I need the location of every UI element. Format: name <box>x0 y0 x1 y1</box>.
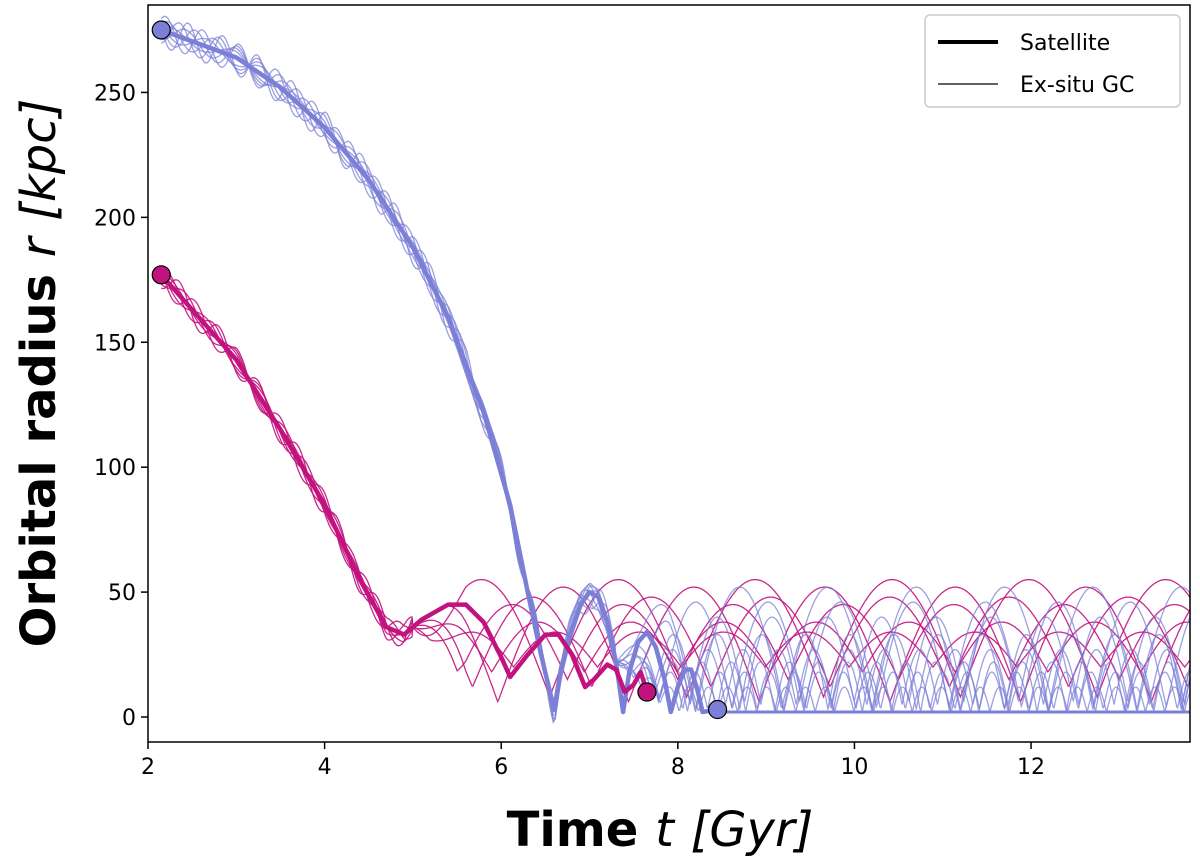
start-marker <box>151 265 171 285</box>
y-tick-label: 100 <box>94 456 136 481</box>
x-axis-title-symbol: t <box>655 802 676 858</box>
y-axis-title-symbol: r <box>11 234 67 257</box>
gc-orbit-line <box>160 271 1190 699</box>
legend-label-satellite: Satellite <box>1020 31 1110 56</box>
x-axis-title-unit: [Gyr] <box>691 802 814 858</box>
orbit-markers <box>151 20 728 720</box>
satellite-orbits <box>159 27 1190 715</box>
gc-orbit-line <box>160 15 1190 723</box>
gc-orbit-line <box>160 270 1190 669</box>
gc-orbit-line <box>161 267 1190 673</box>
x-tick-label: 8 <box>671 755 685 780</box>
x-tick-label: 10 <box>840 755 868 780</box>
y-tick-label: 250 <box>94 81 136 106</box>
y-tick-label: 200 <box>94 206 136 231</box>
gc-orbit-line <box>160 25 1190 716</box>
y-axis-title-word: Orbital radius <box>11 274 67 647</box>
gc-orbit-line <box>160 20 1190 713</box>
x-axis-title-word: Time <box>507 802 639 858</box>
y-axis-ticks: 0 50 100 150 200 250 <box>94 81 148 731</box>
y-tick-label: 50 <box>108 581 136 606</box>
y-tick-label: 150 <box>94 331 136 356</box>
end-marker <box>637 682 657 702</box>
end-marker <box>707 699 728 720</box>
gc-orbit-line <box>160 22 1190 725</box>
satellite-orbit-line <box>160 27 718 715</box>
y-axis-title: Orbital radius r [kpc] <box>11 99 67 648</box>
x-axis-title: Time t [Gyr] <box>507 802 814 858</box>
x-tick-label: 6 <box>494 755 508 780</box>
y-tick-label: 0 <box>122 706 136 731</box>
gc-orbit-line <box>160 25 1190 709</box>
plot-frame <box>147 4 1191 743</box>
x-tick-label: 2 <box>141 755 155 780</box>
legend-label-gc: Ex-situ GC <box>1020 73 1134 98</box>
x-tick-label: 4 <box>318 755 332 780</box>
y-axis-title-unit: [kpc] <box>11 99 67 221</box>
legend: Satellite Ex-situ GC <box>924 14 1181 108</box>
start-marker <box>151 20 171 40</box>
x-axis-ticks: 2 4 6 8 10 12 <box>141 742 1045 780</box>
gc-orbit-line <box>161 25 1190 713</box>
gc-orbit-line <box>161 279 1190 687</box>
x-tick-label: 12 <box>1017 755 1045 780</box>
satellite-orbit-line <box>159 273 650 695</box>
